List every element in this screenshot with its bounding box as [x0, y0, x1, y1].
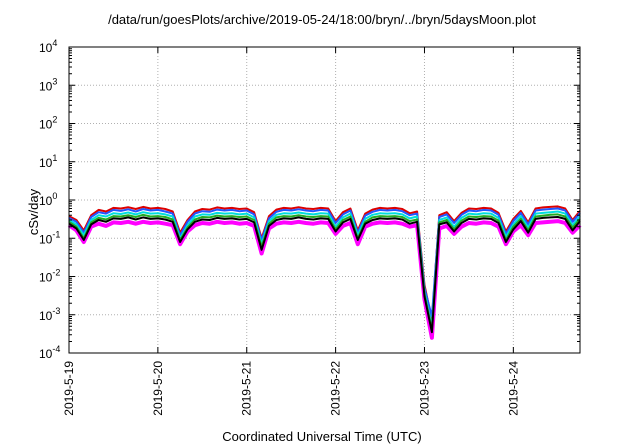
series-line — [68, 207, 581, 318]
y-tick-label: 104 — [39, 38, 57, 55]
y-axis-label: cSv/day — [26, 188, 41, 235]
series-line — [68, 205, 581, 322]
y-tick-label: 103 — [39, 76, 57, 93]
y-tick-label: 100 — [39, 191, 57, 208]
x-tick-label: 2019-5-23 — [417, 361, 431, 416]
series-line — [68, 213, 581, 331]
y-tick-label: 10-1 — [39, 229, 60, 246]
chart-title: /data/run/goesPlots/archive/2019-05-24/1… — [108, 12, 536, 27]
grid — [69, 47, 580, 353]
x-tick-label: 2019-5-19 — [62, 361, 76, 416]
series-line — [68, 210, 581, 328]
y-tick-label: 10-3 — [39, 306, 60, 323]
data-series — [67, 205, 582, 340]
x-axis-label: Coordinated Universal Time (UTC) — [222, 429, 421, 444]
y-tick-label: 10-2 — [39, 268, 60, 285]
x-tick-label: 2019-5-24 — [506, 361, 520, 416]
series-line — [68, 216, 581, 334]
series-line — [67, 219, 582, 340]
x-tick-label: 2019-5-22 — [329, 361, 343, 416]
y-axis-ticks: 10-4 10-3 10-2 10-1 100 101 102 103 104 — [39, 38, 580, 361]
y-tick-label: 10-4 — [39, 344, 60, 361]
x-tick-label: 2019-5-21 — [240, 361, 254, 416]
y-tick-label: 102 — [39, 115, 57, 132]
x-axis-ticks: 2019-5-19 2019-5-20 2019-5-21 2019-5-22 2019… — [62, 47, 520, 416]
y-tick-label: 101 — [39, 153, 57, 170]
x-tick-label: 2019-5-20 — [151, 361, 165, 416]
